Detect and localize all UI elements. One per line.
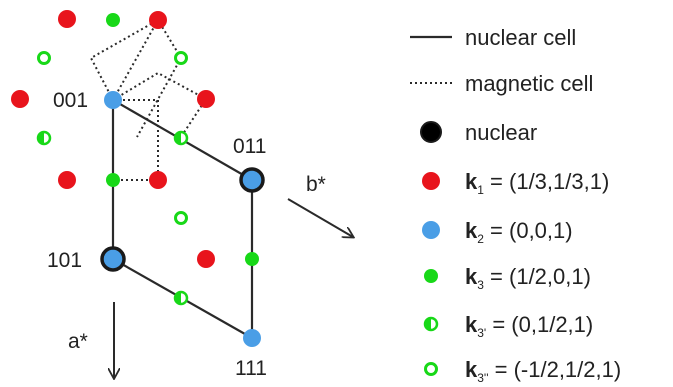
- nuclear-point-011: [239, 167, 265, 193]
- k3p-point: [36, 130, 52, 146]
- legend-k3: k3 = (1/2,0,1): [465, 264, 591, 292]
- legend-nuclear-icon: [420, 121, 442, 143]
- k1-point: [197, 90, 215, 108]
- k2-point-111: [243, 329, 261, 347]
- legend-k2: k2 = (0,0,1): [465, 218, 573, 246]
- legend-k3p: k3' = (0,1/2,1): [465, 312, 593, 340]
- legend-k2-icon: [422, 221, 440, 239]
- k3pp-point: [37, 51, 51, 65]
- legend-k3pp: k3'' = (-1/2,1/2,1): [465, 357, 621, 385]
- magnetic-cells: [89, 18, 208, 181]
- magnetic-cell-k3p: [112, 71, 208, 138]
- k1-points: [11, 10, 215, 268]
- b-star-arrow: [287, 198, 353, 237]
- legend-k3-icon: [424, 269, 438, 283]
- k3p-points: [36, 130, 189, 306]
- magnetic-cell-k3pp: [89, 19, 159, 101]
- k3pp-point: [174, 51, 188, 65]
- k3-point: [245, 252, 259, 266]
- k1-point: [58, 171, 76, 189]
- b-star-label: b*: [306, 173, 326, 196]
- k1-point: [149, 171, 167, 189]
- magnetic-cell-k1: [112, 18, 183, 138]
- label-011: 011: [233, 135, 266, 158]
- legend-k1: k1 = (1/3,1/3,1): [465, 169, 609, 197]
- k3-points: [106, 13, 259, 266]
- label-101: 101: [47, 249, 82, 272]
- legend-nuclear-cell: nuclear cell: [465, 25, 576, 50]
- label-001: 001: [53, 89, 88, 112]
- legend-k1-icon: [422, 172, 440, 190]
- k3-point: [106, 173, 120, 187]
- legend-k3p-icon: [423, 316, 439, 332]
- legend: nuclear cell magnetic cell nuclear k1 = …: [410, 25, 621, 385]
- k3p-point: [173, 290, 189, 306]
- k1-point: [149, 11, 167, 29]
- k3pp-points: [37, 51, 188, 225]
- legend-nuclear: nuclear: [465, 120, 537, 145]
- legend-magnetic-cell: magnetic cell: [465, 71, 593, 96]
- k1-point: [58, 10, 76, 28]
- nuclear-point-101: [100, 246, 126, 272]
- label-111: 111: [235, 357, 267, 380]
- k1-point: [11, 90, 29, 108]
- k3pp-point: [174, 211, 188, 225]
- k2-point-001: [104, 91, 122, 109]
- k1-point: [197, 250, 215, 268]
- legend-k3pp-icon: [424, 362, 438, 376]
- a-star-label: a*: [68, 330, 88, 353]
- k3-point: [106, 13, 120, 27]
- k3p-point: [173, 130, 189, 146]
- magnetic-cell-k3: [113, 99, 159, 181]
